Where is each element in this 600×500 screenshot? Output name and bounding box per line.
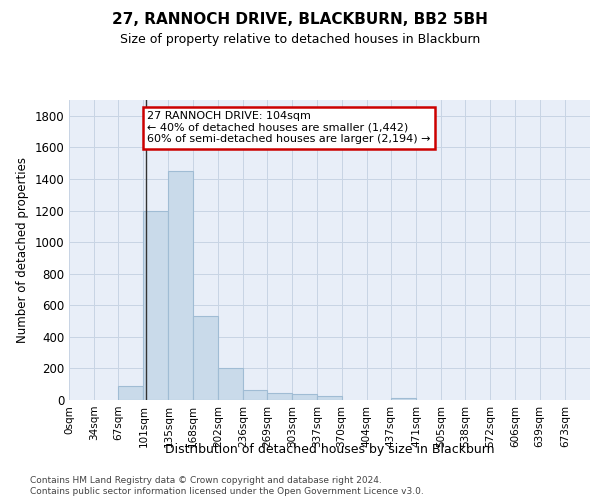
Bar	[193, 316, 218, 400]
Bar	[218, 368, 243, 400]
Text: 27, RANNOCH DRIVE, BLACKBURN, BB2 5BH: 27, RANNOCH DRIVE, BLACKBURN, BB2 5BH	[112, 12, 488, 28]
Bar	[169, 171, 193, 400]
Text: Distribution of detached houses by size in Blackburn: Distribution of detached houses by size …	[164, 442, 494, 456]
Text: 27 RANNOCH DRIVE: 104sqm
← 40% of detached houses are smaller (1,442)
60% of sem: 27 RANNOCH DRIVE: 104sqm ← 40% of detach…	[147, 111, 431, 144]
Bar	[317, 396, 341, 400]
Text: Contains HM Land Registry data © Crown copyright and database right 2024.: Contains HM Land Registry data © Crown c…	[30, 476, 382, 485]
Bar	[267, 392, 292, 400]
Bar	[292, 394, 317, 400]
Bar	[243, 390, 267, 400]
Bar	[143, 210, 169, 400]
Text: Contains public sector information licensed under the Open Government Licence v3: Contains public sector information licen…	[30, 488, 424, 496]
Y-axis label: Number of detached properties: Number of detached properties	[16, 157, 29, 343]
Bar	[391, 398, 416, 400]
Text: Size of property relative to detached houses in Blackburn: Size of property relative to detached ho…	[120, 32, 480, 46]
Bar	[118, 386, 143, 400]
